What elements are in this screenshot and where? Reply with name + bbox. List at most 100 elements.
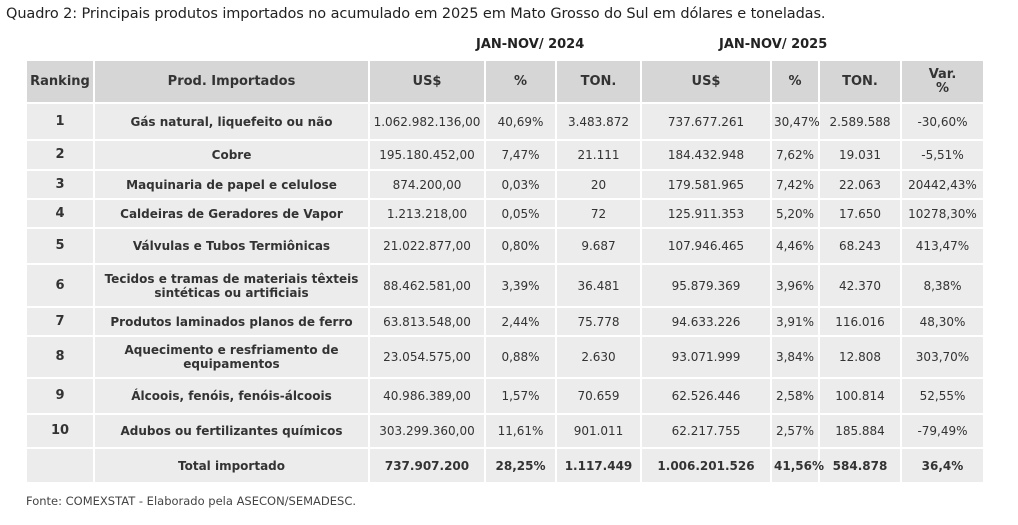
cell: 22.063 — [818, 169, 902, 200]
cell: 21.111 — [555, 139, 642, 171]
cell: 185.884 — [818, 413, 902, 449]
cell: 3 — [25, 169, 95, 200]
cell: Total importado — [93, 447, 370, 484]
cell: Cobre — [93, 139, 370, 171]
cell: 42.370 — [818, 263, 902, 308]
cell: Ranking — [25, 59, 95, 104]
cell: 2,57% — [770, 413, 820, 449]
cell: 9 — [25, 377, 95, 415]
cell: 7,47% — [484, 139, 557, 171]
cell: -79,49% — [900, 413, 985, 449]
cell: 41,56% — [770, 447, 824, 484]
cell: 4,46% — [770, 227, 820, 265]
cell: 52,55% — [900, 377, 985, 415]
cell: 303,70% — [900, 335, 985, 379]
cell: 1.213.218,00 — [368, 198, 486, 229]
cell: 1 — [25, 102, 95, 141]
cell: 11,61% — [484, 413, 557, 449]
cell: % — [770, 59, 820, 104]
cell: 7,62% — [770, 139, 820, 171]
cell: Caldeiras de Geradores de Vapor — [93, 198, 370, 229]
cell: 62.526.446 — [640, 377, 772, 415]
cell: 7,42% — [770, 169, 820, 200]
cell: 874.200,00 — [368, 169, 486, 200]
row: 8 Aquecimento e resfriamento de equipamen… — [25, 335, 985, 379]
cell: US$ — [640, 59, 772, 104]
cell: 901.011 — [555, 413, 642, 449]
cell: 0,03% — [484, 169, 557, 200]
cell: 28,25% — [484, 447, 557, 484]
cell: 88.462.581,00 — [368, 263, 486, 308]
row: 7 Produtos laminados planos de ferro 63.81… — [25, 306, 985, 337]
cell: 0,05% — [484, 198, 557, 229]
cell: 40,69% — [484, 102, 557, 141]
cell: 17.650 — [818, 198, 902, 229]
row: Total importado 737.907.200 28,25% 1.117.44… — [25, 447, 985, 484]
cell: 21.022.877,00 — [368, 227, 486, 265]
cell: 36,4% — [900, 447, 985, 484]
cell: TON. — [555, 59, 642, 104]
cell: Adubos ou fertilizantes químicos — [93, 413, 370, 449]
cell: 1,57% — [484, 377, 557, 415]
cell: Aquecimento e resfriamento de equipament… — [93, 335, 370, 379]
cell: US$ — [368, 59, 486, 104]
cell: 70.659 — [555, 377, 642, 415]
cell: 737.677.261 — [640, 102, 772, 141]
cell: 95.879.369 — [640, 263, 772, 308]
cell: 30,47% — [770, 102, 820, 141]
cell: 195.180.452,00 — [368, 139, 486, 171]
cell: 413,47% — [900, 227, 985, 265]
cell: 36.481 — [555, 263, 642, 308]
cell: 3.483.872 — [555, 102, 642, 141]
cell: 0,88% — [484, 335, 557, 379]
cell: 584.878 — [818, 447, 902, 484]
cell: 303.299.360,00 — [368, 413, 486, 449]
cell: 3,84% — [770, 335, 820, 379]
cell: Prod. Importados — [93, 59, 370, 104]
cell: 93.071.999 — [640, 335, 772, 379]
cell: 19.031 — [818, 139, 902, 171]
cell: 2.589.588 — [818, 102, 902, 141]
cell: 2,44% — [484, 306, 557, 337]
cell: -30,60% — [900, 102, 985, 141]
cell: 12.808 — [818, 335, 902, 379]
cell: % — [484, 59, 557, 104]
cell: 8 — [25, 335, 95, 379]
cell: 7 — [25, 306, 95, 337]
cell: Álcoois, fenóis, fenóis-álcoois — [93, 377, 370, 415]
cell: 184.432.948 — [640, 139, 772, 171]
cell: 1.062.982.136,00 — [368, 102, 486, 141]
cell: Válvulas e Tubos Termiônicas — [93, 227, 370, 265]
cell: 8,38% — [900, 263, 985, 308]
cell: 4 — [25, 198, 95, 229]
cell: 2 — [25, 139, 95, 171]
group-header: JAN-NOV/ 2025 — [719, 37, 828, 52]
cell: 94.633.226 — [640, 306, 772, 337]
row: 6 Tecidos e tramas de materiais têxteis s… — [25, 263, 985, 308]
row: 10 Adubos ou fertilizantes químicos 303.29… — [25, 413, 985, 449]
row: 2 Cobre 195.180.452,00 7,47% 21.111 184.432.9… — [25, 139, 985, 171]
cell: 63.813.548,00 — [368, 306, 486, 337]
cell: 2.630 — [555, 335, 642, 379]
cell: Gás natural, liquefeito ou não — [93, 102, 370, 141]
cell: 72 — [555, 198, 642, 229]
cell: 3,39% — [484, 263, 557, 308]
cell: 40.986.389,00 — [368, 377, 486, 415]
cell: 5,20% — [770, 198, 820, 229]
cell: Produtos laminados planos de ferro — [93, 306, 370, 337]
cell: 100.814 — [818, 377, 902, 415]
cell: 0,80% — [484, 227, 557, 265]
cell: 48,30% — [900, 306, 985, 337]
row: 9 Álcoois, fenóis, fenóis-álcoois 40.986.3… — [25, 377, 985, 415]
cell: 10278,30% — [900, 198, 985, 229]
cell: 1.006.201.526 — [640, 447, 772, 484]
row: 3 Maquinaria de papel e celulose 874.200,0… — [25, 169, 985, 200]
cell: 2,58% — [770, 377, 820, 415]
cell: Var. % — [900, 59, 985, 104]
cell: 737.907.200 — [368, 447, 486, 484]
cell: 179.581.965 — [640, 169, 772, 200]
cell: 75.778 — [555, 306, 642, 337]
cell: 116.016 — [818, 306, 902, 337]
cell — [25, 447, 95, 484]
